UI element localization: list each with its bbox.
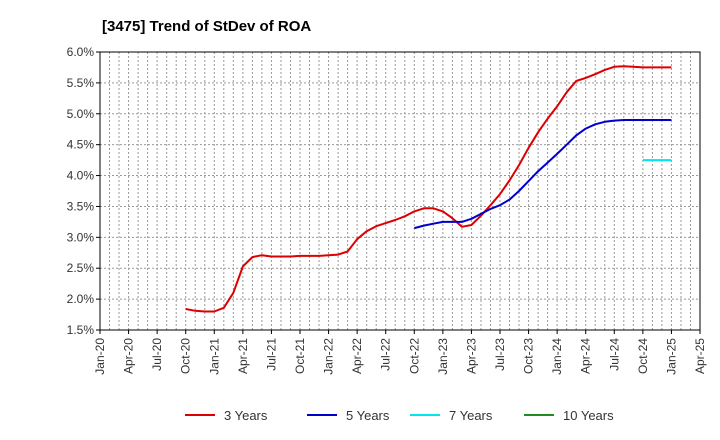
- y-tick-label: 4.5%: [67, 138, 95, 152]
- y-tick-label: 2.0%: [67, 292, 95, 306]
- x-tick-label: Oct-21: [293, 338, 307, 374]
- x-tick-label: Jul-20: [150, 338, 164, 371]
- x-tick-label: Jul-21: [264, 338, 278, 371]
- x-tick-label: Apr-25: [693, 338, 707, 374]
- y-tick-label: 5.5%: [67, 76, 95, 90]
- x-tick-label: Jan-21: [207, 338, 221, 375]
- x-tick-label: Apr-24: [579, 338, 593, 374]
- x-tick-label: Jul-24: [607, 338, 621, 371]
- x-tick-label: Oct-22: [407, 338, 421, 374]
- y-tick-label: 5.0%: [67, 107, 95, 121]
- y-tick-label: 4.0%: [67, 169, 95, 183]
- x-tick-label: Jul-23: [493, 338, 507, 371]
- x-tick-label: Apr-21: [236, 338, 250, 374]
- x-tick-label: Oct-23: [522, 338, 536, 374]
- legend-label-7-years: 7 Years: [449, 408, 493, 423]
- x-tick-label: Apr-22: [350, 338, 364, 374]
- x-tick-label: Apr-20: [122, 338, 136, 374]
- plot-area-border: [99, 51, 701, 331]
- series-line-3-years: [185, 65, 672, 313]
- x-tick-label: Jan-25: [664, 338, 678, 375]
- y-tick-label: 6.0%: [67, 45, 95, 59]
- legend-label-10-years: 10 Years: [563, 408, 614, 423]
- y-tick-label: 3.0%: [67, 230, 95, 244]
- x-tick-label: Apr-23: [464, 338, 478, 374]
- y-axis-ticks: 1.5% 2.0% 2.5% 3.0% 3.5% 4.0% 4.5% 5.0% 5.5% 6.0%: [67, 45, 100, 337]
- x-tick-label: Jul-22: [379, 338, 393, 371]
- x-tick-label: Jan-24: [550, 338, 564, 375]
- y-tick-label: 2.5%: [67, 261, 95, 275]
- x-tick-label: Oct-24: [636, 338, 650, 374]
- x-tick-label: Jan-22: [322, 338, 336, 375]
- series-lines: [185, 65, 672, 313]
- x-axis-ticks: Jan-20 Apr-20 Jul-20 Oct-20 Jan-21 Apr-21 Jul-…: [93, 330, 707, 375]
- x-tick-label: Jan-23: [436, 338, 450, 375]
- y-tick-label: 1.5%: [67, 323, 95, 337]
- x-tick-label: Oct-20: [179, 338, 193, 374]
- series-line-5-years: [414, 119, 672, 230]
- y-tick-label: 3.5%: [67, 199, 95, 213]
- grid-lines: [100, 52, 700, 330]
- x-tick-label: Jan-20: [93, 338, 107, 375]
- legend: 3 Years 5 Years 7 Years 10 Years: [185, 408, 614, 423]
- legend-label-3-years: 3 Years: [224, 408, 268, 423]
- chart-title: [3475] Trend of StDev of ROA: [102, 18, 311, 35]
- legend-label-5-years: 5 Years: [346, 408, 390, 423]
